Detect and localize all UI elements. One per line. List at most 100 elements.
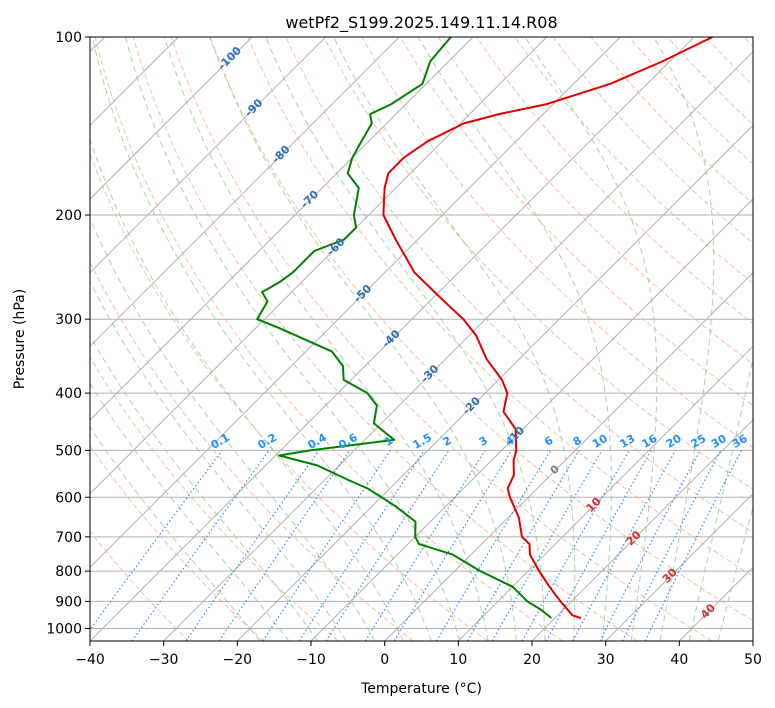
moist-adiabat [90,334,319,641]
isotherm-label: 0 [548,462,563,477]
mixing-ratio-label: 16 [640,432,660,451]
mixing-ratio-line [262,450,391,641]
isotherm-line [90,37,327,274]
dry-adiabat [476,37,753,325]
y-tick-label: 600 [55,490,82,506]
dry-adiabat [90,260,414,641]
moist-adiabat [90,382,290,641]
moist-adiabat [163,37,489,641]
moist-adiabat [125,37,461,641]
y-tick-label: 300 [55,312,82,328]
moist-adiabat [653,37,715,641]
isotherm-line [457,345,753,641]
moist-adiabat [417,37,612,641]
x-tick-label: 0 [380,652,389,668]
isotherm-line [605,492,753,641]
isotherm-label: -40 [380,327,403,350]
dry-adiabat [90,530,190,641]
moist-adiabat [90,138,404,641]
y-tick-label: 200 [55,208,82,224]
mixing-ratio-line [599,450,701,641]
mixing-ratio-label: 3 [477,434,490,449]
isotherm-label: 40 [698,601,718,621]
mixing-ratio-line [131,450,270,641]
mixing-ratio-label: 20 [664,432,684,451]
isotherm-line [90,37,548,495]
moist-adiabat [717,505,753,641]
isotherm-line [384,271,753,641]
y-axis: 100 200 300 400 500 600 700 800 900 1000 [46,30,90,637]
isotherm-line [90,37,621,569]
mixing-ratio-label: 1.5 [411,431,434,452]
mixing-ratio-line [521,450,630,641]
isotherm-label: -30 [418,362,441,385]
x-tick-label: 30 [597,652,615,668]
y-tick-label: 800 [55,564,82,580]
dry-adiabat [90,445,264,641]
isotherm-line [752,640,753,641]
y-tick-label: 1000 [46,621,82,637]
moist-adiabat [688,355,753,641]
y-tick-label: 900 [55,594,82,610]
mixing-ratio-line [545,450,652,641]
isotherm-line [236,124,753,641]
mixing-ratio-line [572,450,677,641]
dry-adiabat [90,152,488,641]
x-tick-label: 50 [744,652,762,668]
mixing-ratio-line [218,450,351,641]
isotherm-label: 20 [624,528,644,548]
dry-adiabat [132,37,638,641]
isotherm-line [90,37,474,421]
dry-adiabat [399,37,753,407]
isotherm-label: -100 [215,44,244,73]
isotherm-label: -90 [242,96,265,119]
plot-frame [89,36,754,642]
mixing-ratio-label: 36 [730,432,750,451]
dry-adiabat [667,37,753,126]
dry-adiabat [705,37,753,87]
isotherm-line [90,37,253,200]
x-tick-label: −30 [149,652,179,668]
mixing-ratio-label: 0.1 [209,431,232,452]
chart-title: wetPf2_S199.2025.149.11.14.R08 [285,13,557,33]
x-tick-label: −10 [296,652,326,668]
y-tick-label: 400 [55,386,82,402]
mixing-ratio-label: 10 [590,432,610,451]
isotherm-label: -80 [269,143,292,166]
moist-adiabat [90,217,376,641]
mixing-ratio-label: 2 [441,434,454,449]
isotherm-line [531,419,753,641]
dry-adiabat [323,37,753,491]
dry-adiabat [90,356,339,641]
background-lines [90,37,753,641]
isotherm-label: 30 [660,566,680,586]
dry-adiabat [514,37,753,284]
mixing-ratio-line [90,450,223,631]
mixing-ratio-label: 8 [571,434,584,449]
moist-adiabat [90,280,347,641]
mixing-ratio-line [393,450,513,641]
isotherm-label: -50 [351,282,374,305]
moist-adiabat [209,37,517,641]
isotherm-label: -20 [460,394,483,417]
x-tick-label: 10 [449,652,467,668]
dry-adiabat [209,37,753,622]
x-axis-label: Temperature (°C) [360,681,482,697]
mixing-ratio-label: 13 [618,432,638,451]
isotherm-line [678,566,753,641]
dry-adiabat [590,37,753,205]
moist-adiabat [265,37,546,641]
mixing-ratio-label: 6 [542,434,555,449]
x-tick-label: 40 [670,652,688,668]
x-tick-label: 20 [523,652,541,668]
moist-adiabat [91,37,432,641]
data-lines [256,37,713,619]
moist-adiabat [333,37,576,641]
x-tick-label: −40 [75,652,105,668]
y-tick-label: 500 [55,443,82,459]
y-tick-label: 700 [55,530,82,546]
mixing-ratio-line [185,450,320,641]
x-axis: −40 −30 −20 −10 0 10 20 30 40 50 [75,641,762,668]
y-tick-label: 100 [55,30,82,46]
